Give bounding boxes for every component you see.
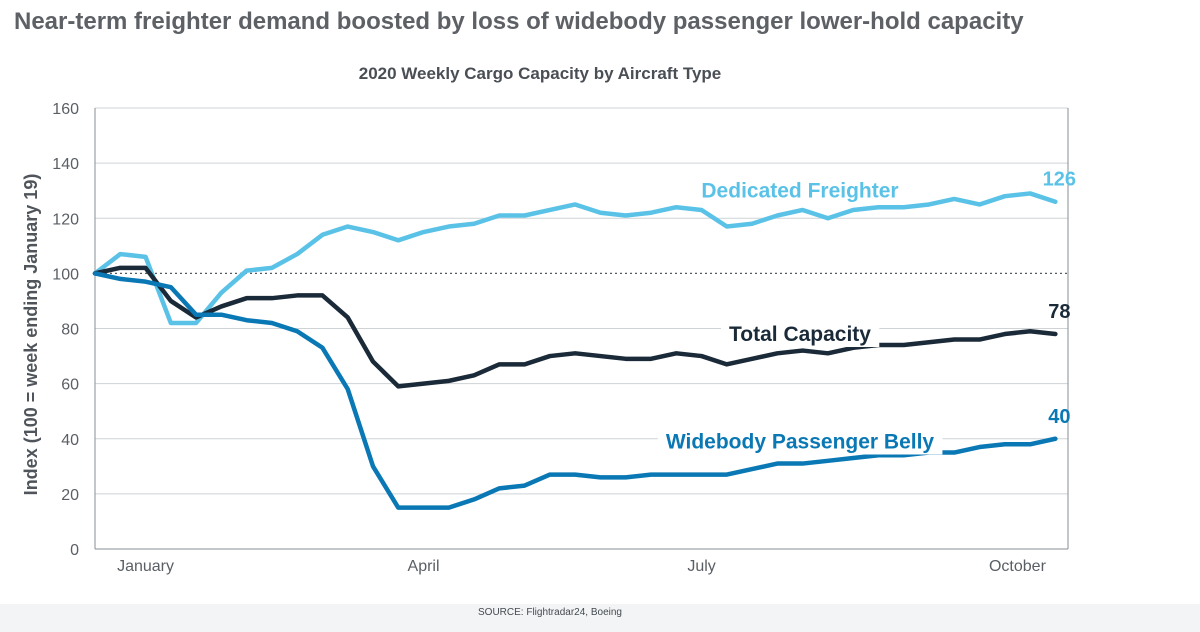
- headline: Near-term freighter demand boosted by lo…: [14, 8, 1024, 35]
- series-name-label: Total Capacity: [729, 323, 871, 346]
- y-tick-label: 80: [61, 322, 79, 339]
- series-end-label: 78: [1048, 301, 1070, 323]
- series-label-backing: [721, 322, 880, 348]
- x-tick-label: April: [408, 558, 440, 575]
- series-line-dedicated-freighter: [92, 191, 1058, 326]
- x-tick-label: January: [117, 558, 174, 575]
- y-tick-label: 60: [61, 377, 79, 394]
- axes: 0 20 40 60 80 100 120 140 160 January April July Oct…: [52, 101, 1069, 575]
- source-note: SOURCE: Flightradar24, Boeing: [478, 607, 622, 618]
- footer-band: [0, 604, 1200, 632]
- y-tick-label: 0: [70, 542, 79, 559]
- y-tick-label: 120: [52, 211, 79, 228]
- series-line-widebody-passenger-belly: [92, 271, 1058, 510]
- grid: [95, 107, 1068, 495]
- y-axis-label: Index (100 = week ending January 19): [21, 174, 41, 496]
- series-name-label: Widebody Passenger Belly: [666, 431, 935, 454]
- y-tick-label: 140: [52, 156, 79, 173]
- y-tick-label: 40: [61, 432, 79, 449]
- series-end-label: 126: [1043, 169, 1076, 191]
- y-tick-label: 160: [52, 101, 79, 118]
- chart-title: 2020 Weekly Cargo Capacity by Aircraft T…: [358, 64, 722, 83]
- series-label-backing: [657, 429, 943, 455]
- series-lines: [92, 191, 1058, 510]
- y-tick-label: 100: [52, 266, 79, 283]
- series-label-backing: [693, 178, 907, 204]
- x-tick-label: October: [989, 558, 1047, 575]
- x-tick-label: July: [687, 558, 715, 575]
- series-end-label: 40: [1048, 406, 1070, 428]
- y-tick-label: 20: [61, 487, 79, 504]
- series-line-total-capacity: [92, 265, 1058, 389]
- series-name-label: Dedicated Freighter: [701, 180, 898, 203]
- series-labels: 126 78 40 Dedicated Freighter Total Capacity…: [657, 169, 1076, 455]
